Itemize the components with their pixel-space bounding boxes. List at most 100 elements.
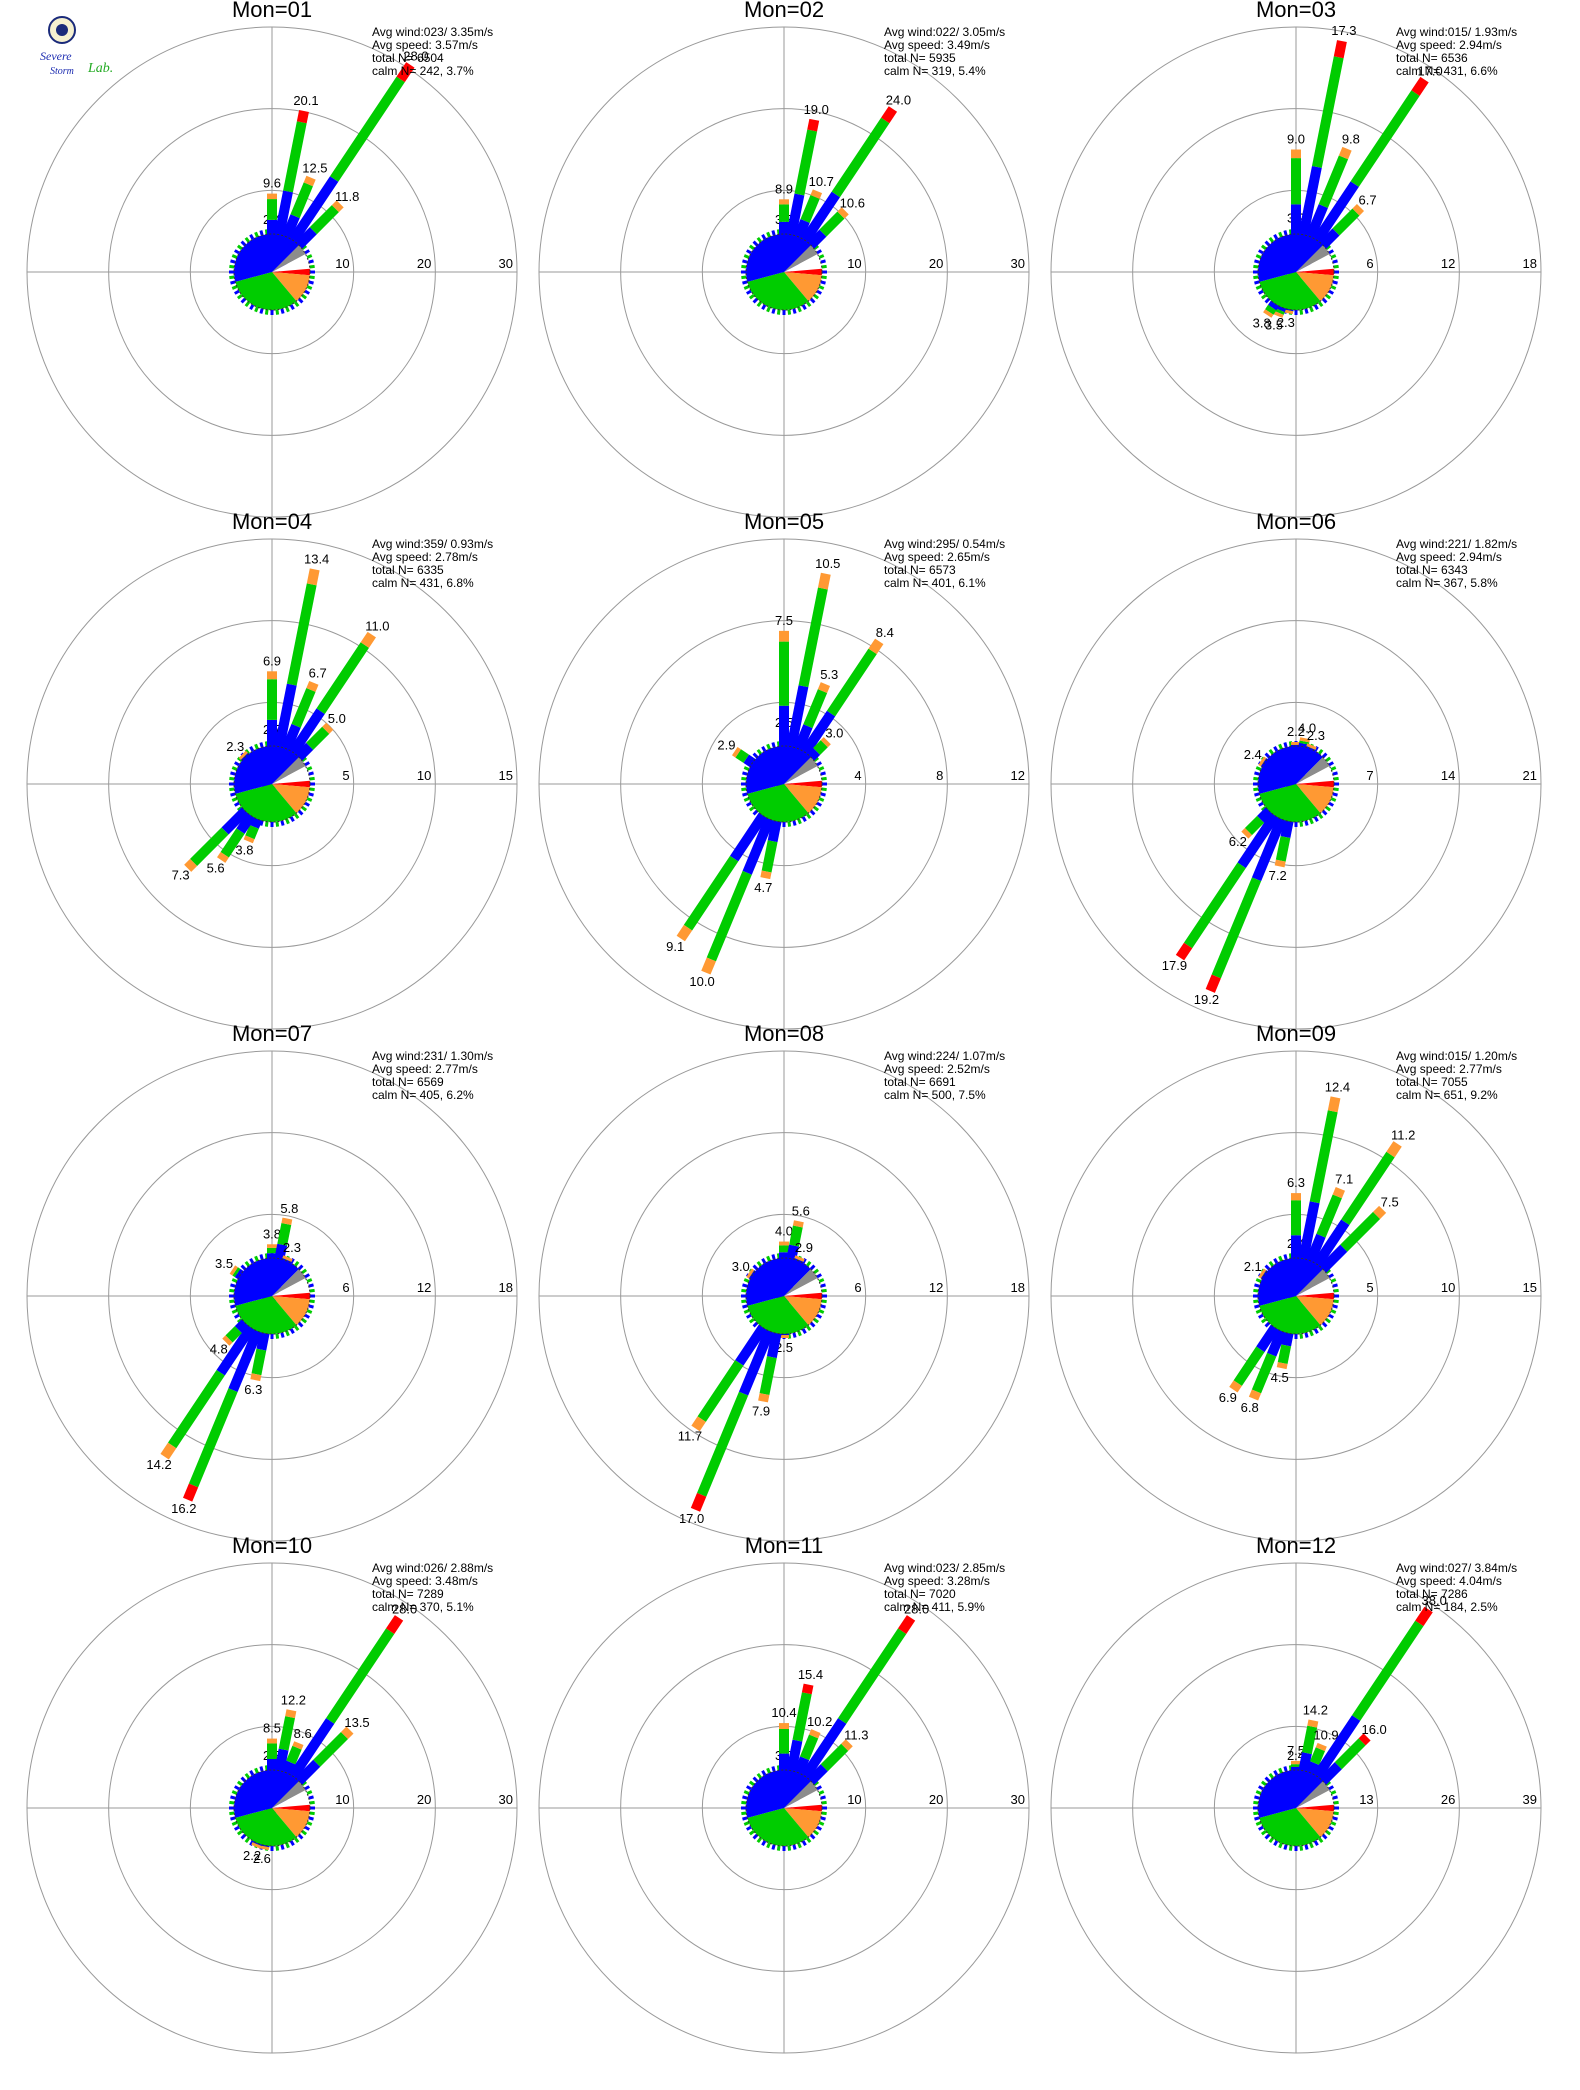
minor-petal	[1330, 766, 1337, 771]
petal-green-segment	[697, 1391, 749, 1497]
minor-petal	[1325, 244, 1332, 251]
centre-pie-sector	[272, 245, 306, 272]
centre-pie-sector	[1258, 746, 1296, 794]
minor-petal	[1273, 234, 1279, 240]
petal-tip-segment	[258, 1845, 270, 1851]
minor-petal	[1255, 1309, 1262, 1314]
minor-petal	[1328, 249, 1334, 255]
petal-green-segment	[1274, 308, 1285, 315]
petal-green-segment	[1251, 1352, 1277, 1394]
petal-tip-segment	[676, 924, 693, 942]
minor-petal	[1255, 1790, 1262, 1795]
minor-petal	[1332, 771, 1338, 776]
wind-rose-9: 510152.46.312.47.111.27.52.14.56.86.9Mon…	[1050, 1021, 1542, 1542]
minor-petal	[301, 1317, 308, 1324]
ring-label: 7	[1366, 768, 1373, 783]
petal-value-label: 6.7	[309, 666, 327, 681]
minor-petal	[1253, 264, 1259, 269]
petal-value-label: 10.9	[1313, 1727, 1338, 1742]
minor-petal	[813, 805, 820, 812]
petal-tip-segment	[322, 722, 334, 734]
minor-petal	[309, 1299, 315, 1304]
minor-petal	[816, 1273, 822, 1279]
minor-petal	[746, 1825, 752, 1831]
minor-petal	[240, 240, 247, 247]
month-title: Mon=09	[1256, 1021, 1336, 1046]
ring-label: 10	[847, 256, 861, 271]
minor-petal	[229, 275, 235, 280]
petal-green-segment	[286, 1745, 302, 1765]
minor-petal	[1268, 1260, 1275, 1267]
minor-petal	[1278, 1842, 1283, 1849]
stats-line: Avg speed: 2.77m/s	[372, 1062, 478, 1076]
petal-tip-segment	[792, 1220, 804, 1228]
minor-petal	[236, 1829, 243, 1836]
minor-petal	[306, 1790, 313, 1795]
ring-label: 18	[1011, 1280, 1025, 1295]
minor-petal	[1309, 306, 1314, 313]
minor-petal	[275, 821, 280, 827]
petal-green-segment	[838, 1628, 907, 1724]
petal-green-segment	[316, 642, 369, 714]
minor-petal	[743, 254, 750, 259]
minor-petal	[743, 285, 750, 290]
petal-tip-segment	[1258, 756, 1267, 767]
petal-green-segment	[792, 1692, 812, 1742]
minor-petal	[236, 805, 243, 812]
ring-label: 18	[499, 1280, 513, 1295]
centre-pie-sector	[784, 1808, 822, 1838]
petal-value-label: 19.0	[804, 102, 829, 117]
petal-value-label: 28.0	[904, 1602, 929, 1617]
petal-tip-segment	[385, 1615, 404, 1634]
minor-petal	[820, 259, 826, 264]
minor-petal	[308, 1283, 314, 1288]
ring-label: 6	[854, 1280, 861, 1295]
minor-petal	[805, 1837, 812, 1844]
minor-petal	[792, 308, 797, 314]
minor-petal	[230, 1795, 236, 1800]
centre-pie-sector	[1296, 1296, 1334, 1326]
ring-label: 15	[1523, 1280, 1537, 1295]
minor-petal	[761, 746, 767, 752]
centre-pie-sector	[272, 766, 310, 784]
minor-petal	[1278, 231, 1283, 238]
minor-petal	[297, 1264, 304, 1271]
minor-petal	[1333, 1800, 1339, 1805]
petal-value-label: 14.2	[146, 1457, 171, 1472]
minor-petal	[748, 1780, 755, 1787]
centre-pie-outline	[233, 745, 311, 823]
centre-pie-sector	[1296, 766, 1334, 784]
minor-petal	[752, 1264, 759, 1271]
minor-petal	[813, 293, 820, 300]
minor-petal	[1288, 1845, 1293, 1851]
minor-petal	[229, 776, 235, 781]
minor-petal	[244, 1260, 251, 1267]
centre-pie-sector	[272, 272, 310, 302]
minor-petal	[816, 1825, 822, 1831]
minor-petal	[304, 801, 310, 807]
minor-petal	[821, 1811, 827, 1816]
month-title: Mon=05	[744, 509, 824, 534]
minor-petal	[234, 1825, 240, 1831]
minor-petal	[289, 1328, 295, 1334]
petal-value-label: 12.2	[281, 1692, 306, 1707]
petal-green-segment	[313, 1731, 349, 1767]
minor-petal	[1321, 297, 1328, 304]
minor-petal	[1313, 816, 1319, 822]
minor-petal	[797, 306, 802, 313]
minor-petal	[1330, 285, 1337, 290]
centre-pie-sector	[272, 1804, 311, 1812]
centre-pie-sector	[272, 780, 310, 788]
minor-petal	[1288, 229, 1293, 235]
minor-petal	[813, 756, 820, 763]
petal-green-segment	[820, 1743, 849, 1772]
ring-label: 10	[1441, 1280, 1455, 1295]
petal-green-segment	[761, 840, 778, 873]
centre-pie-sector	[1296, 1258, 1323, 1296]
wind-rose-3: 612183.29.017.39.817.06.72.33.53.8Mon=03…	[1050, 0, 1542, 518]
petal-value-label: 7.5	[775, 613, 793, 628]
minor-petal	[748, 1317, 755, 1324]
minor-petal	[308, 280, 314, 285]
petal-green-segment	[706, 870, 752, 962]
